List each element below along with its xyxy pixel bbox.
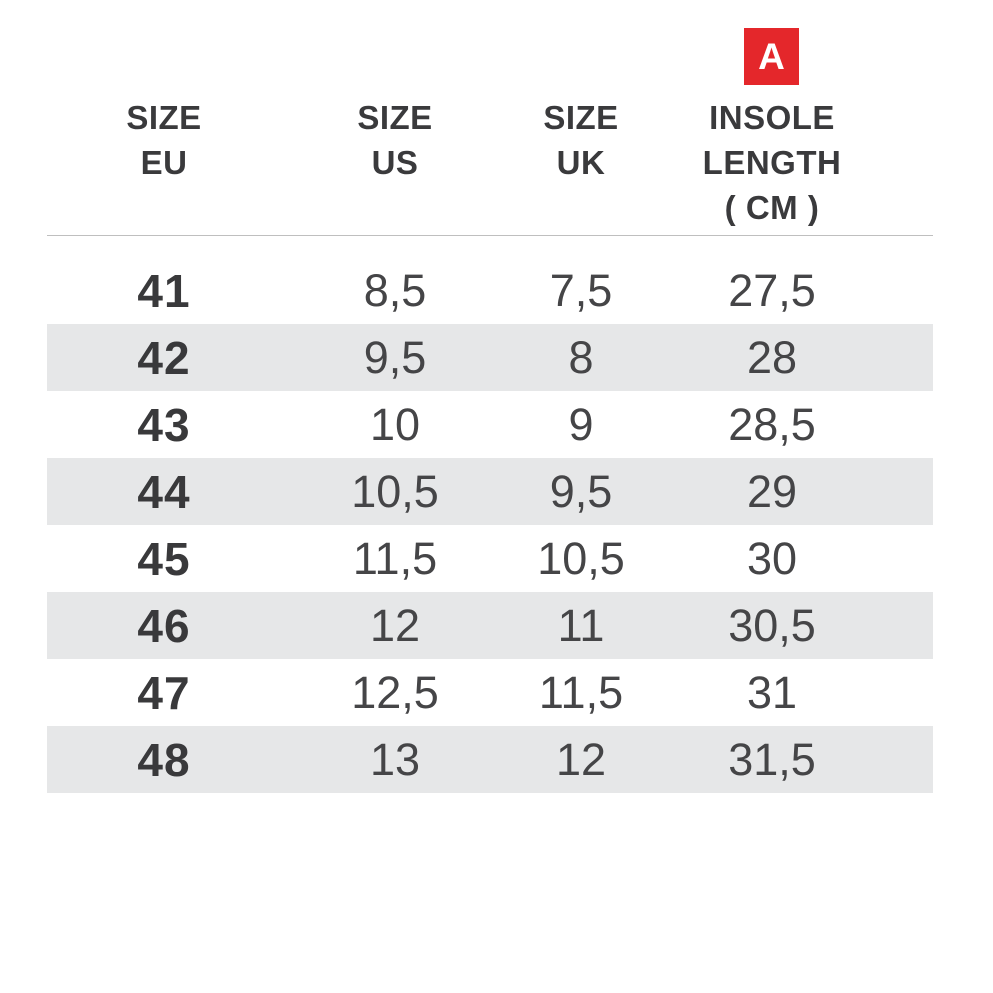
table-row-eu-43: 43 10 9 28,5: [47, 391, 933, 458]
cell-size-us: 12,5: [351, 667, 439, 718]
cell-size-eu: 41: [137, 264, 191, 317]
insole-length-marker-badge: A: [744, 28, 799, 85]
header-insole-length: INSOLE LENGTH ( CM ): [653, 95, 891, 230]
cell-size-us: 10,5: [351, 466, 439, 517]
table-body: 41 8,5 7,5 27,5 42 9,5 8 28 43 10 9 28,5…: [47, 257, 933, 793]
cell-insole-length: 30: [746, 533, 798, 584]
header-insole-length-line1: INSOLE: [709, 99, 835, 136]
cell-size-us: 11,5: [352, 533, 438, 584]
cell-insole-length: 30,5: [728, 600, 816, 651]
cell-size-eu: 44: [137, 465, 191, 518]
cell-size-eu: 47: [137, 666, 191, 719]
cell-size-uk: 9,5: [549, 466, 613, 517]
cell-size-uk: 12: [555, 734, 607, 785]
header-divider-line: [47, 235, 933, 236]
cell-size-us: 10: [369, 399, 421, 450]
table-row-eu-45: 45 11,5 10,5 30: [47, 525, 933, 592]
cell-size-uk: 10,5: [537, 533, 625, 584]
table-row-eu-42: 42 9,5 8 28: [47, 324, 933, 391]
header-size-us: SIZE US: [281, 95, 509, 185]
cell-size-uk: 7,5: [549, 265, 613, 316]
cell-size-uk: 11: [557, 600, 605, 651]
table-row-eu-47: 47 12,5 11,5 31: [47, 659, 933, 726]
cell-insole-length: 31,5: [728, 734, 816, 785]
table-row-eu-44: 44 10,5 9,5 29: [47, 458, 933, 525]
header-size-uk-line2: UK: [556, 144, 606, 181]
cell-insole-length: 28: [746, 332, 798, 383]
table-row-eu-48: 48 13 12 31,5: [47, 726, 933, 793]
cell-size-us: 8,5: [363, 265, 427, 316]
header-insole-length-line3: ( CM ): [724, 189, 820, 226]
header-size-uk: SIZE UK: [509, 95, 653, 185]
cell-size-eu: 42: [137, 331, 191, 384]
cell-size-eu: 43: [137, 398, 191, 451]
header-insole-length-line2: LENGTH: [702, 144, 842, 181]
header-size-uk-line1: SIZE: [543, 99, 619, 136]
header-size-eu-line1: SIZE: [126, 99, 202, 136]
size-chart-table: A SIZE EU SIZE US SIZE UK INSOLE LENGTH …: [47, 28, 933, 793]
cell-size-us: 13: [369, 734, 421, 785]
table-row-eu-46: 46 12 11 30,5: [47, 592, 933, 659]
header-size-eu-line2: EU: [140, 144, 188, 181]
cell-size-eu: 48: [137, 733, 191, 786]
cell-size-uk: 9: [568, 399, 594, 450]
header-size-eu: SIZE EU: [47, 95, 281, 185]
header-size-us-line1: SIZE: [357, 99, 433, 136]
cell-insole-length: 29: [746, 466, 798, 517]
cell-size-us: 9,5: [363, 332, 427, 383]
cell-size-eu: 46: [137, 599, 191, 652]
table-row-eu-41: 41 8,5 7,5 27,5: [47, 257, 933, 324]
cell-size-us: 12: [369, 600, 421, 651]
cell-size-eu: 45: [137, 532, 191, 585]
table-header-row: SIZE EU SIZE US SIZE UK INSOLE LENGTH ( …: [47, 95, 933, 230]
cell-insole-length: 28,5: [728, 399, 816, 450]
cell-insole-length: 27,5: [728, 265, 816, 316]
cell-size-uk: 11,5: [538, 667, 624, 718]
header-size-us-line2: US: [371, 144, 419, 181]
cell-insole-length: 31: [746, 667, 798, 718]
cell-size-uk: 8: [568, 332, 594, 383]
